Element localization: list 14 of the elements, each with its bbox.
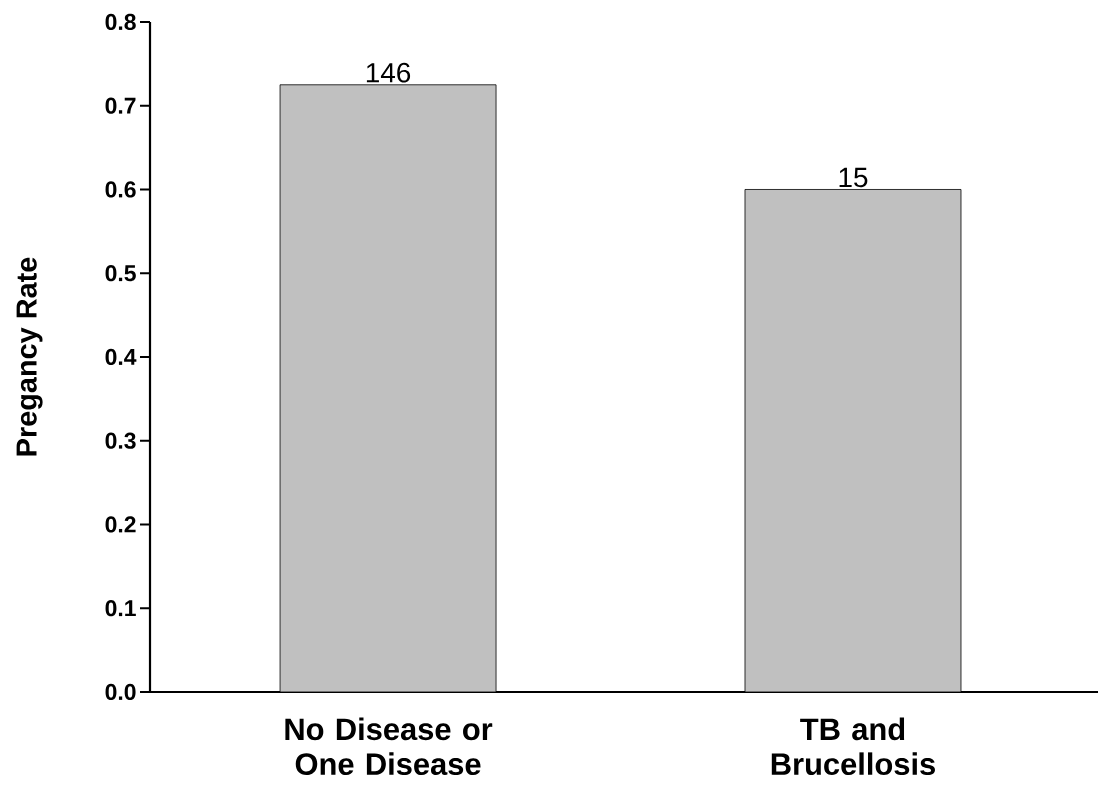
y-tick-label: 0.3 <box>105 432 136 449</box>
y-tick-label: 0.1 <box>105 600 136 617</box>
y-tick-label: 0.2 <box>105 516 136 533</box>
y-tick-label: 0.8 <box>105 13 136 31</box>
y-tick-label: 0.6 <box>105 181 136 198</box>
annotation: 15 <box>839 167 868 188</box>
x-tick-label: TB and Brucellosis <box>771 717 935 776</box>
x-tick-label: No Disease or One Disease <box>285 717 493 776</box>
y-tick-label: 0.7 <box>105 97 136 114</box>
y-tick-label: 0.4 <box>105 348 137 366</box>
annotation: 146 <box>366 62 411 83</box>
y-axis-title: Pregancy Rate <box>16 257 43 456</box>
y-tick-label: 0.5 <box>105 265 136 282</box>
y-tick-label: 0.0 <box>105 683 136 701</box>
